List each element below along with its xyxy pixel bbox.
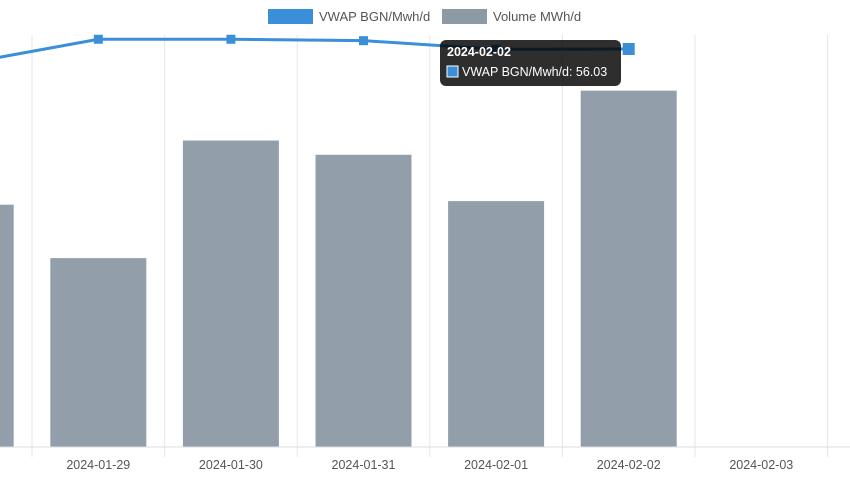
legend: VWAP BGN/Mwh/d Volume MWh/d (268, 9, 581, 24)
tooltip-value: VWAP BGN/Mwh/d: 56.03 (462, 65, 607, 79)
point-vwap-2024-01-29[interactable] (93, 34, 103, 44)
x-tick-label-2024-02-01: 2024-02-01 (464, 458, 528, 472)
grid-layer (31, 35, 829, 457)
x-tick-label-2024-01-29: 2024-01-29 (66, 458, 130, 472)
x-axis: 2024-01-29 2024-01-30 2024-01-31 2024-02-01… (0, 446, 850, 472)
legend-label-volume: Volume MWh/d (493, 9, 581, 24)
tooltip-background (440, 40, 621, 86)
volume-bars (0, 90, 677, 448)
point-vwap-2024-02-02[interactable] (622, 42, 635, 55)
point-vwap-2024-01-30[interactable] (226, 34, 236, 44)
legend-item-volume[interactable]: Volume MWh/d (442, 9, 581, 24)
legend-item-vwap[interactable]: VWAP BGN/Mwh/d (268, 9, 430, 24)
tooltip: 2024-02-02 VWAP BGN/Mwh/d: 56.03 (440, 40, 621, 86)
bar-volume-2024-02-02[interactable] (580, 90, 677, 448)
legend-swatch-vwap (268, 9, 313, 24)
x-tick-label-2024-01-31: 2024-01-31 (332, 458, 396, 472)
bar-volume-2024-02-01[interactable] (448, 201, 545, 447)
bar-volume-2024-01-30[interactable] (182, 140, 279, 447)
tooltip-title: 2024-02-02 (447, 45, 511, 59)
point-vwap-2024-01-31[interactable] (359, 36, 368, 46)
legend-label-vwap: VWAP BGN/Mwh/d (319, 9, 430, 24)
x-tick-label-2024-02-03: 2024-02-03 (729, 458, 793, 472)
bar-volume-2024-01-29[interactable] (50, 258, 147, 447)
x-tick-label-2024-02-02: 2024-02-02 (597, 458, 661, 472)
bar-volume-2024-01-31[interactable] (315, 154, 412, 448)
bar-volume-2024-01-28[interactable] (0, 204, 14, 447)
legend-swatch-volume (442, 9, 487, 24)
tooltip-swatch (446, 65, 459, 78)
x-tick-label-2024-01-30: 2024-01-30 (199, 458, 263, 472)
